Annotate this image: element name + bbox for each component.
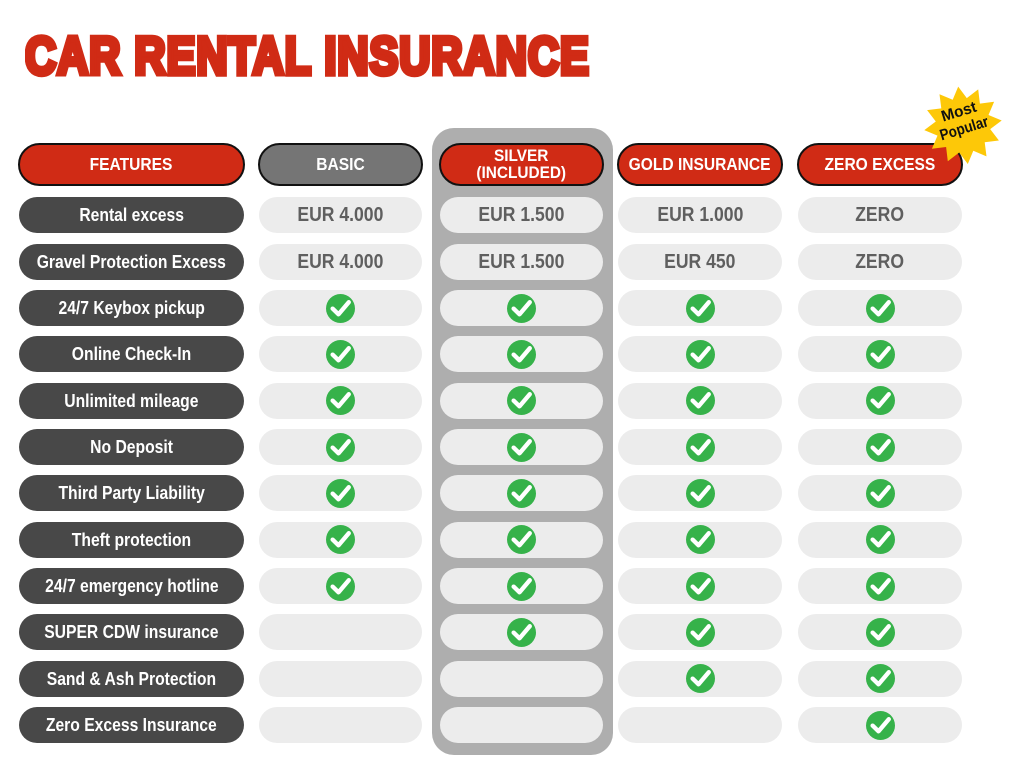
svg-text:CAR RENTAL INSURANCE: CAR RENTAL INSURANCE — [25, 28, 590, 86]
